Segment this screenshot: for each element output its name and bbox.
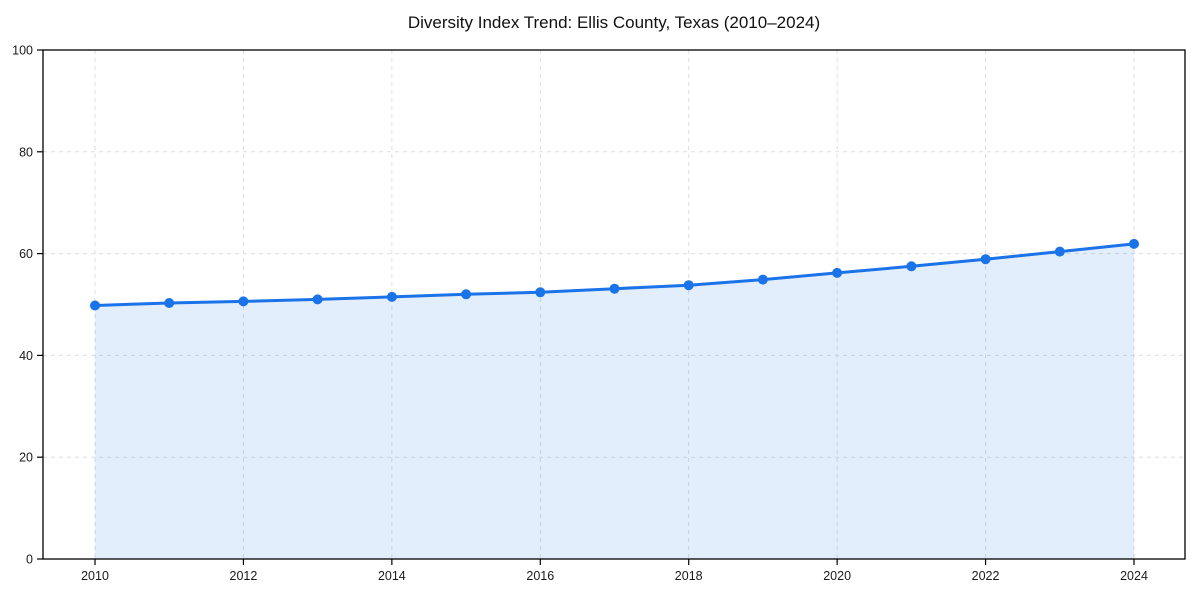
x-axis-tick-label: 2014 (378, 569, 406, 583)
data-point (1054, 246, 1065, 257)
x-axis-tick-label: 2016 (526, 569, 554, 583)
x-axis-tick-label: 2010 (81, 569, 109, 583)
gridlines (43, 50, 1185, 559)
data-point (238, 296, 249, 307)
y-axis-tick-label: 0 (26, 553, 33, 567)
data-point (609, 283, 620, 294)
x-axis-tick-label: 2020 (823, 569, 851, 583)
y-axis-tick-label: 80 (19, 145, 33, 159)
area-under-curve (95, 243, 1134, 559)
x-axis-tick-label: 2024 (1120, 569, 1148, 583)
plot-box-spines (42, 49, 1186, 560)
axis-tick-labels: 2010 2012 2014 2016 2018 2020 2022 2024 0 20 40 60 8… (12, 44, 1148, 584)
y-axis-tick-label: 20 (19, 451, 33, 465)
area-fill (95, 243, 1134, 559)
data-point (461, 289, 472, 300)
chart-title: Diversity Index Trend: Ellis County, Tex… (408, 13, 820, 32)
data-point (1129, 238, 1139, 249)
plot-border (42, 49, 1186, 560)
data-point (164, 298, 175, 308)
data-point (757, 274, 768, 285)
data-point (386, 291, 397, 302)
y-axis-tick-label: 100 (12, 44, 33, 58)
data-point (90, 300, 100, 311)
x-axis-tick-label: 2022 (972, 569, 1000, 583)
data-point (832, 267, 843, 278)
data-point (980, 254, 991, 265)
x-axis-tick-label: 2018 (675, 569, 703, 583)
data-point (312, 294, 323, 305)
axis-tick-marks (37, 49, 1135, 565)
y-axis-tick-label: 40 (19, 349, 33, 363)
data-point (535, 287, 546, 298)
data-point (683, 280, 694, 291)
y-axis-tick-label: 60 (19, 247, 33, 261)
data-points (90, 238, 1139, 311)
x-axis-tick-label: 2012 (230, 569, 258, 583)
data-point (906, 261, 917, 272)
